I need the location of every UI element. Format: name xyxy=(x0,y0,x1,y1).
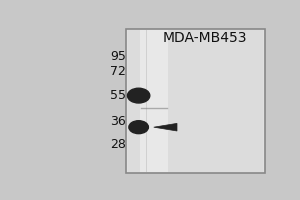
Text: 72: 72 xyxy=(110,65,126,78)
Text: 95: 95 xyxy=(110,50,126,63)
Text: MDA-MB453: MDA-MB453 xyxy=(163,31,247,45)
Text: 28: 28 xyxy=(110,138,126,151)
Circle shape xyxy=(128,88,150,103)
Bar xyxy=(128,30,263,172)
Text: 36: 36 xyxy=(110,115,126,128)
Bar xyxy=(146,30,148,172)
Circle shape xyxy=(129,121,148,134)
Text: 55: 55 xyxy=(110,89,126,102)
Bar xyxy=(126,29,266,173)
Bar xyxy=(140,30,168,172)
Polygon shape xyxy=(154,123,177,131)
